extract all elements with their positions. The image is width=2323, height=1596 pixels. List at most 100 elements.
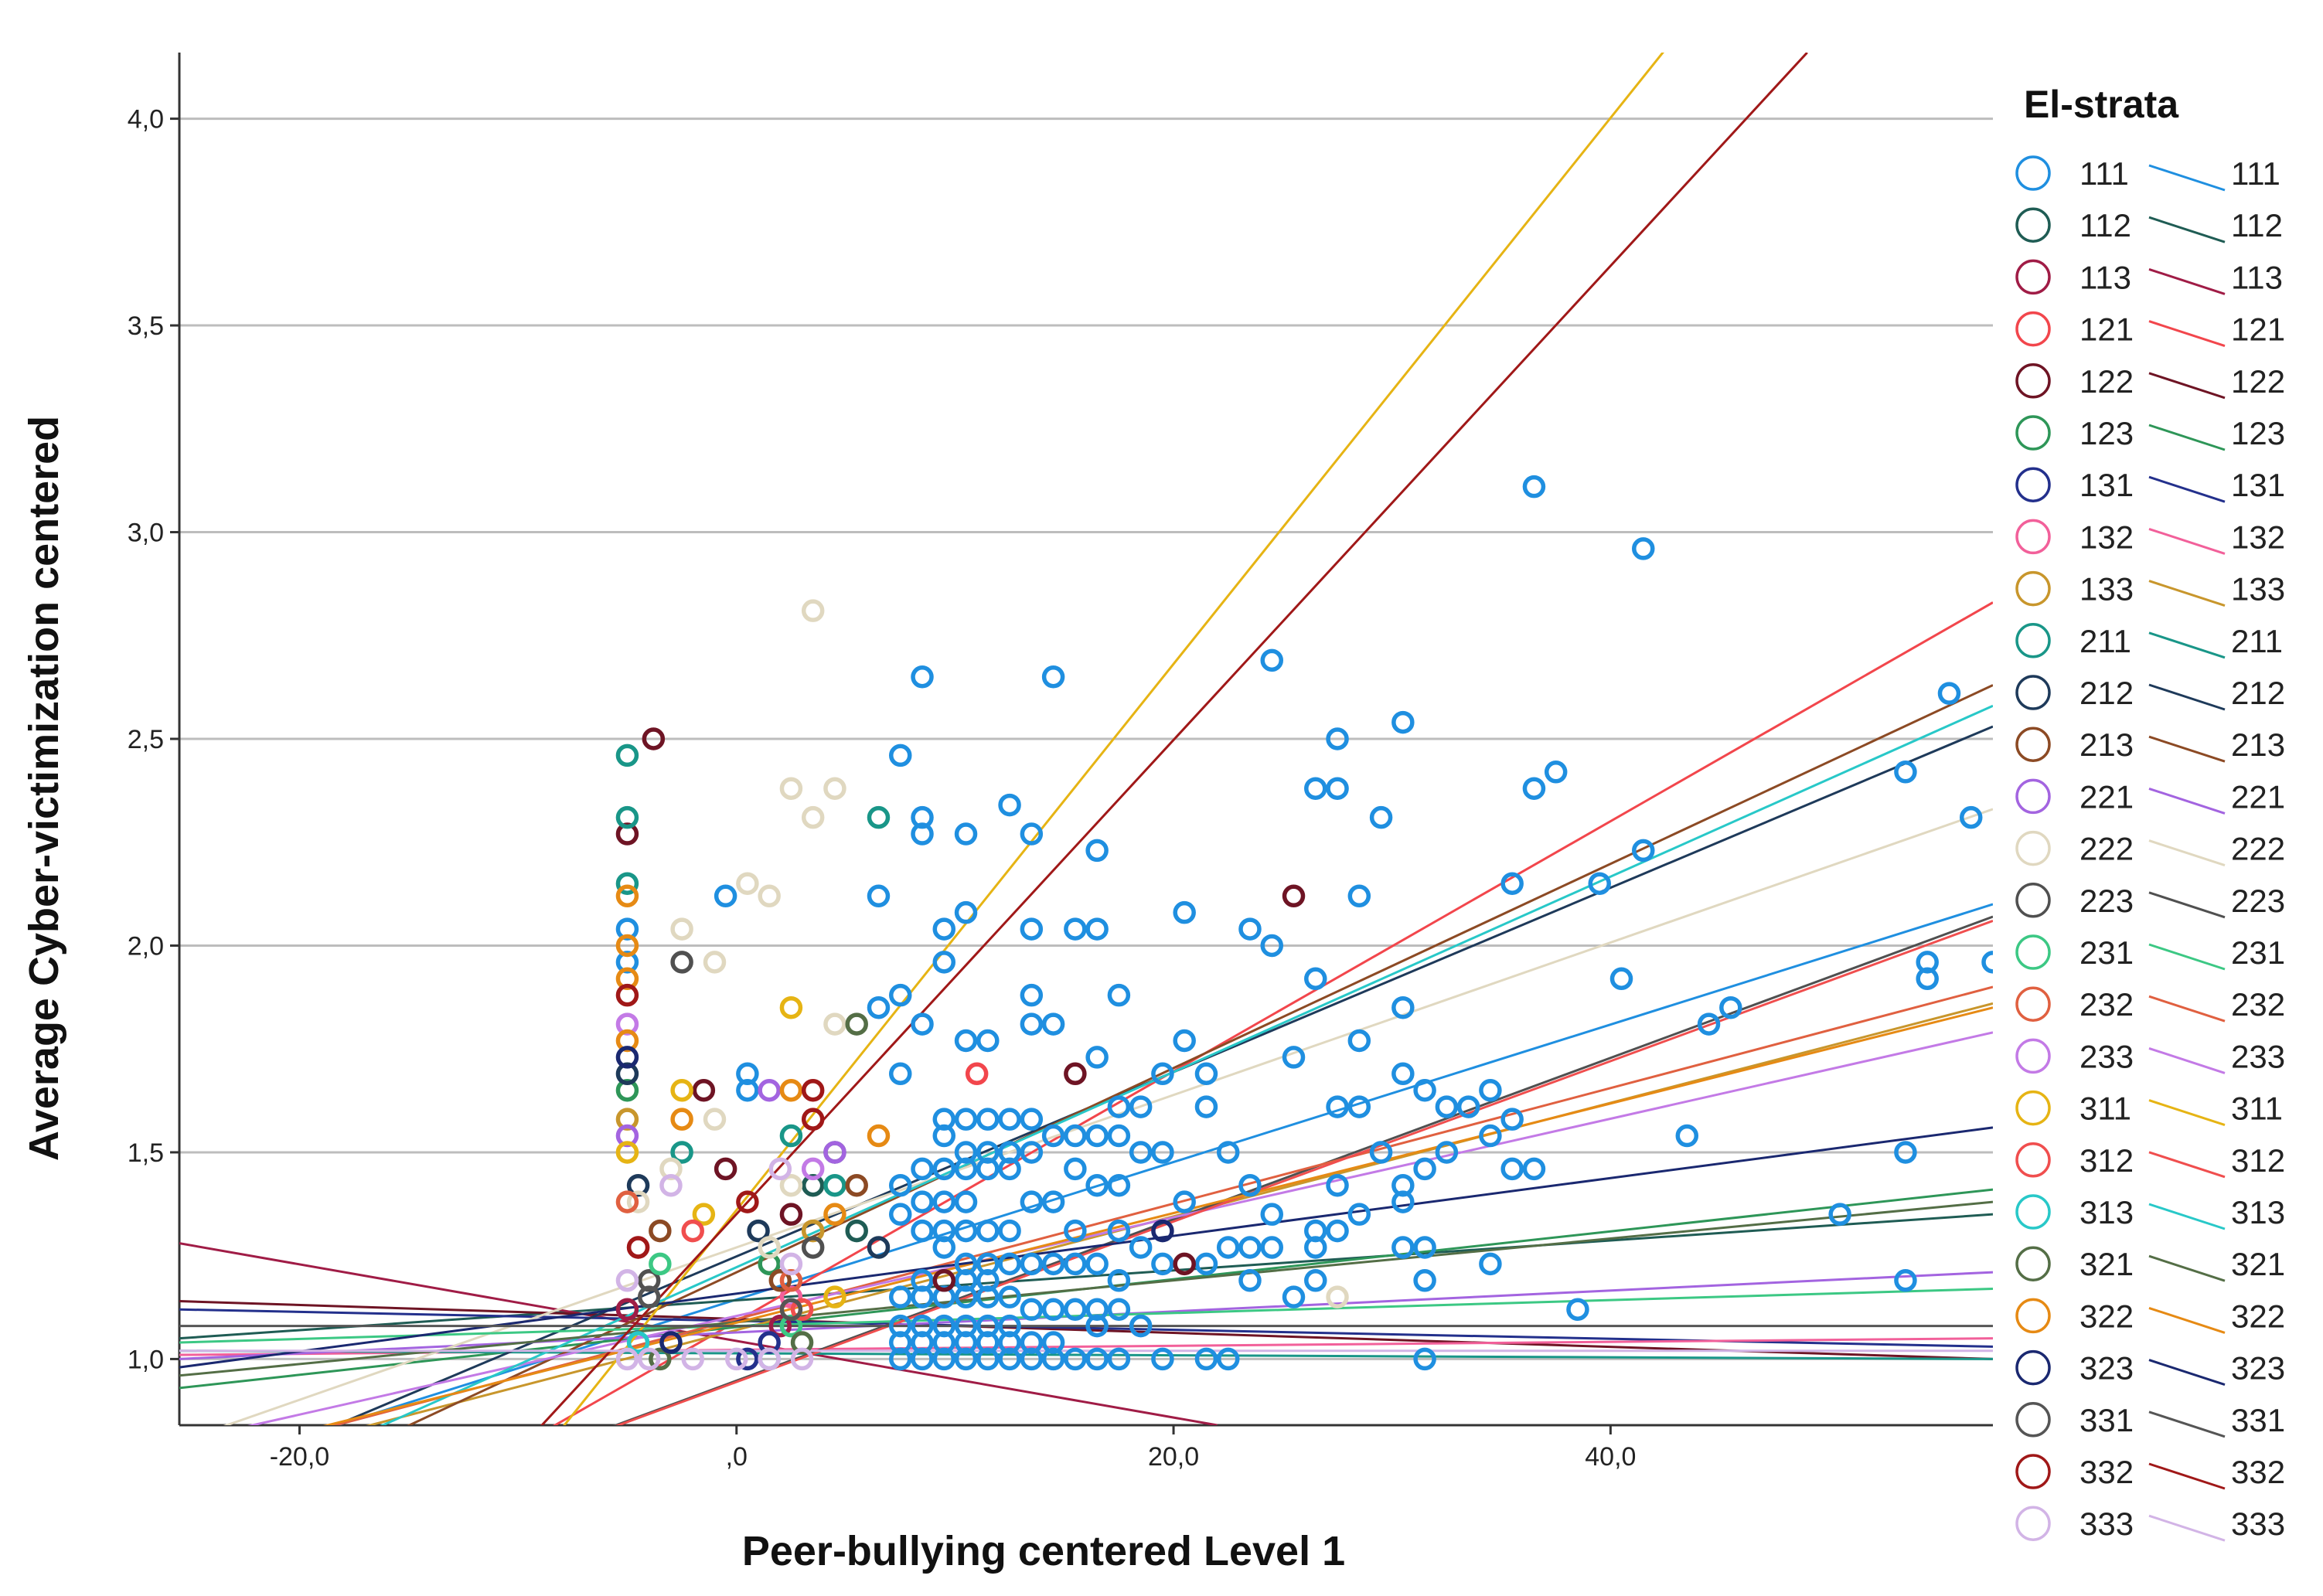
x-tick-label: -20,0 xyxy=(270,1442,330,1472)
point-111 xyxy=(1085,839,1109,863)
point-112 xyxy=(845,1219,868,1243)
fit-line-321 xyxy=(179,1200,1993,1377)
point-122 xyxy=(1173,1252,1196,1276)
legend-marker-label: 322 xyxy=(2079,1298,2134,1334)
point-111 xyxy=(888,1173,912,1197)
point-323 xyxy=(1151,1219,1174,1243)
legend-marker xyxy=(2015,1246,2051,1281)
point-211 xyxy=(615,805,639,829)
legend-line-label: 213 xyxy=(2231,727,2285,763)
point-111 xyxy=(1632,839,1655,863)
point-111 xyxy=(1238,1269,1262,1292)
legend-line xyxy=(2148,1099,2226,1127)
point-222 xyxy=(779,1173,803,1197)
point-111 xyxy=(1413,1347,1436,1371)
point-311 xyxy=(779,995,803,1019)
point-111 xyxy=(1609,967,1633,991)
point-111 xyxy=(976,1108,1000,1131)
point-111 xyxy=(998,1347,1021,1371)
fit-line-332 xyxy=(540,53,1808,1425)
point-111 xyxy=(1020,1108,1044,1131)
legend-item-313: 313 313 xyxy=(2015,1194,2285,1230)
point-111 xyxy=(1107,983,1131,1007)
point-111 xyxy=(954,1285,978,1308)
point-111 xyxy=(888,744,912,767)
legend-line xyxy=(2148,891,2226,919)
point-331 xyxy=(637,1285,661,1308)
legend-marker xyxy=(2015,830,2051,866)
point-111 xyxy=(1020,822,1044,846)
fit-line-313 xyxy=(380,704,1993,1425)
y-tick-label: 3,5 xyxy=(128,311,164,341)
legend-marker xyxy=(2015,519,2051,555)
point-111 xyxy=(1391,1062,1415,1086)
point-111 xyxy=(1391,1236,1415,1259)
legend-line-label: 312 xyxy=(2231,1142,2285,1179)
legend-marker xyxy=(2015,883,2051,918)
point-111 xyxy=(954,1029,978,1053)
legend-line xyxy=(2148,1203,2226,1230)
point-111 xyxy=(998,1108,1021,1131)
point-122 xyxy=(642,727,666,750)
point-213 xyxy=(768,1269,792,1292)
point-111 xyxy=(867,884,891,908)
point-211 xyxy=(779,1124,803,1148)
point-111 xyxy=(1304,777,1327,800)
legend-line-label: 231 xyxy=(2231,934,2285,971)
legend-item-311: 311 311 xyxy=(2015,1091,2283,1127)
legend-line-label: 132 xyxy=(2231,519,2285,555)
y-tick-label: 1,0 xyxy=(128,1345,164,1374)
point-111 xyxy=(1413,1236,1436,1259)
x-axis-title: Peer-bullying centered Level 1 xyxy=(742,1528,1345,1574)
point-331 xyxy=(779,1298,803,1321)
point-111 xyxy=(976,1285,1000,1308)
point-211 xyxy=(823,1173,846,1197)
point-131 xyxy=(736,1347,759,1371)
point-111 xyxy=(1020,1190,1044,1213)
point-122 xyxy=(714,1157,737,1181)
legend-line xyxy=(2148,1254,2226,1282)
point-111 xyxy=(1916,967,1939,991)
point-111 xyxy=(1347,1029,1371,1053)
point-333 xyxy=(615,1269,639,1292)
point-111 xyxy=(911,1190,934,1213)
y-tick-label: 4,0 xyxy=(128,105,164,134)
point-111 xyxy=(1588,872,1611,895)
legend-marker-label: 333 xyxy=(2079,1506,2134,1542)
point-111 xyxy=(1479,1124,1502,1148)
point-111 xyxy=(1064,1219,1087,1243)
point-111 xyxy=(1064,1347,1087,1371)
point-111 xyxy=(911,1012,934,1036)
fit-line-213 xyxy=(406,684,1993,1425)
point-122 xyxy=(932,1269,956,1292)
point-111 xyxy=(954,1219,978,1243)
legend-item-121: 121 121 xyxy=(2015,311,2285,348)
point-111 xyxy=(1107,1269,1131,1292)
point-111 xyxy=(1085,1252,1109,1276)
point-111 xyxy=(1347,1203,1371,1226)
legend-item-211: 211 211 xyxy=(2015,623,2283,659)
point-111 xyxy=(888,1347,912,1371)
legend-line-label: 212 xyxy=(2231,675,2285,711)
point-313 xyxy=(626,1331,650,1354)
legend-title: El-strata xyxy=(2024,83,2179,126)
point-333 xyxy=(637,1347,661,1371)
legend-line-label: 131 xyxy=(2231,467,2285,503)
point-111 xyxy=(1107,1298,1131,1321)
point-311 xyxy=(692,1203,716,1226)
legend-marker xyxy=(2015,363,2051,399)
fit-line-311 xyxy=(563,53,1664,1425)
legend-marker-label: 221 xyxy=(2079,778,2134,815)
point-122 xyxy=(1282,884,1306,908)
point-222 xyxy=(703,1108,727,1131)
legend-line xyxy=(2148,631,2226,659)
point-113 xyxy=(615,1298,639,1321)
point-333 xyxy=(659,1173,683,1197)
point-333 xyxy=(768,1157,792,1181)
legend-line xyxy=(2148,683,2226,711)
point-111 xyxy=(867,995,891,1019)
legend-line xyxy=(2148,943,2226,971)
legend-line-label: 133 xyxy=(2231,571,2285,607)
